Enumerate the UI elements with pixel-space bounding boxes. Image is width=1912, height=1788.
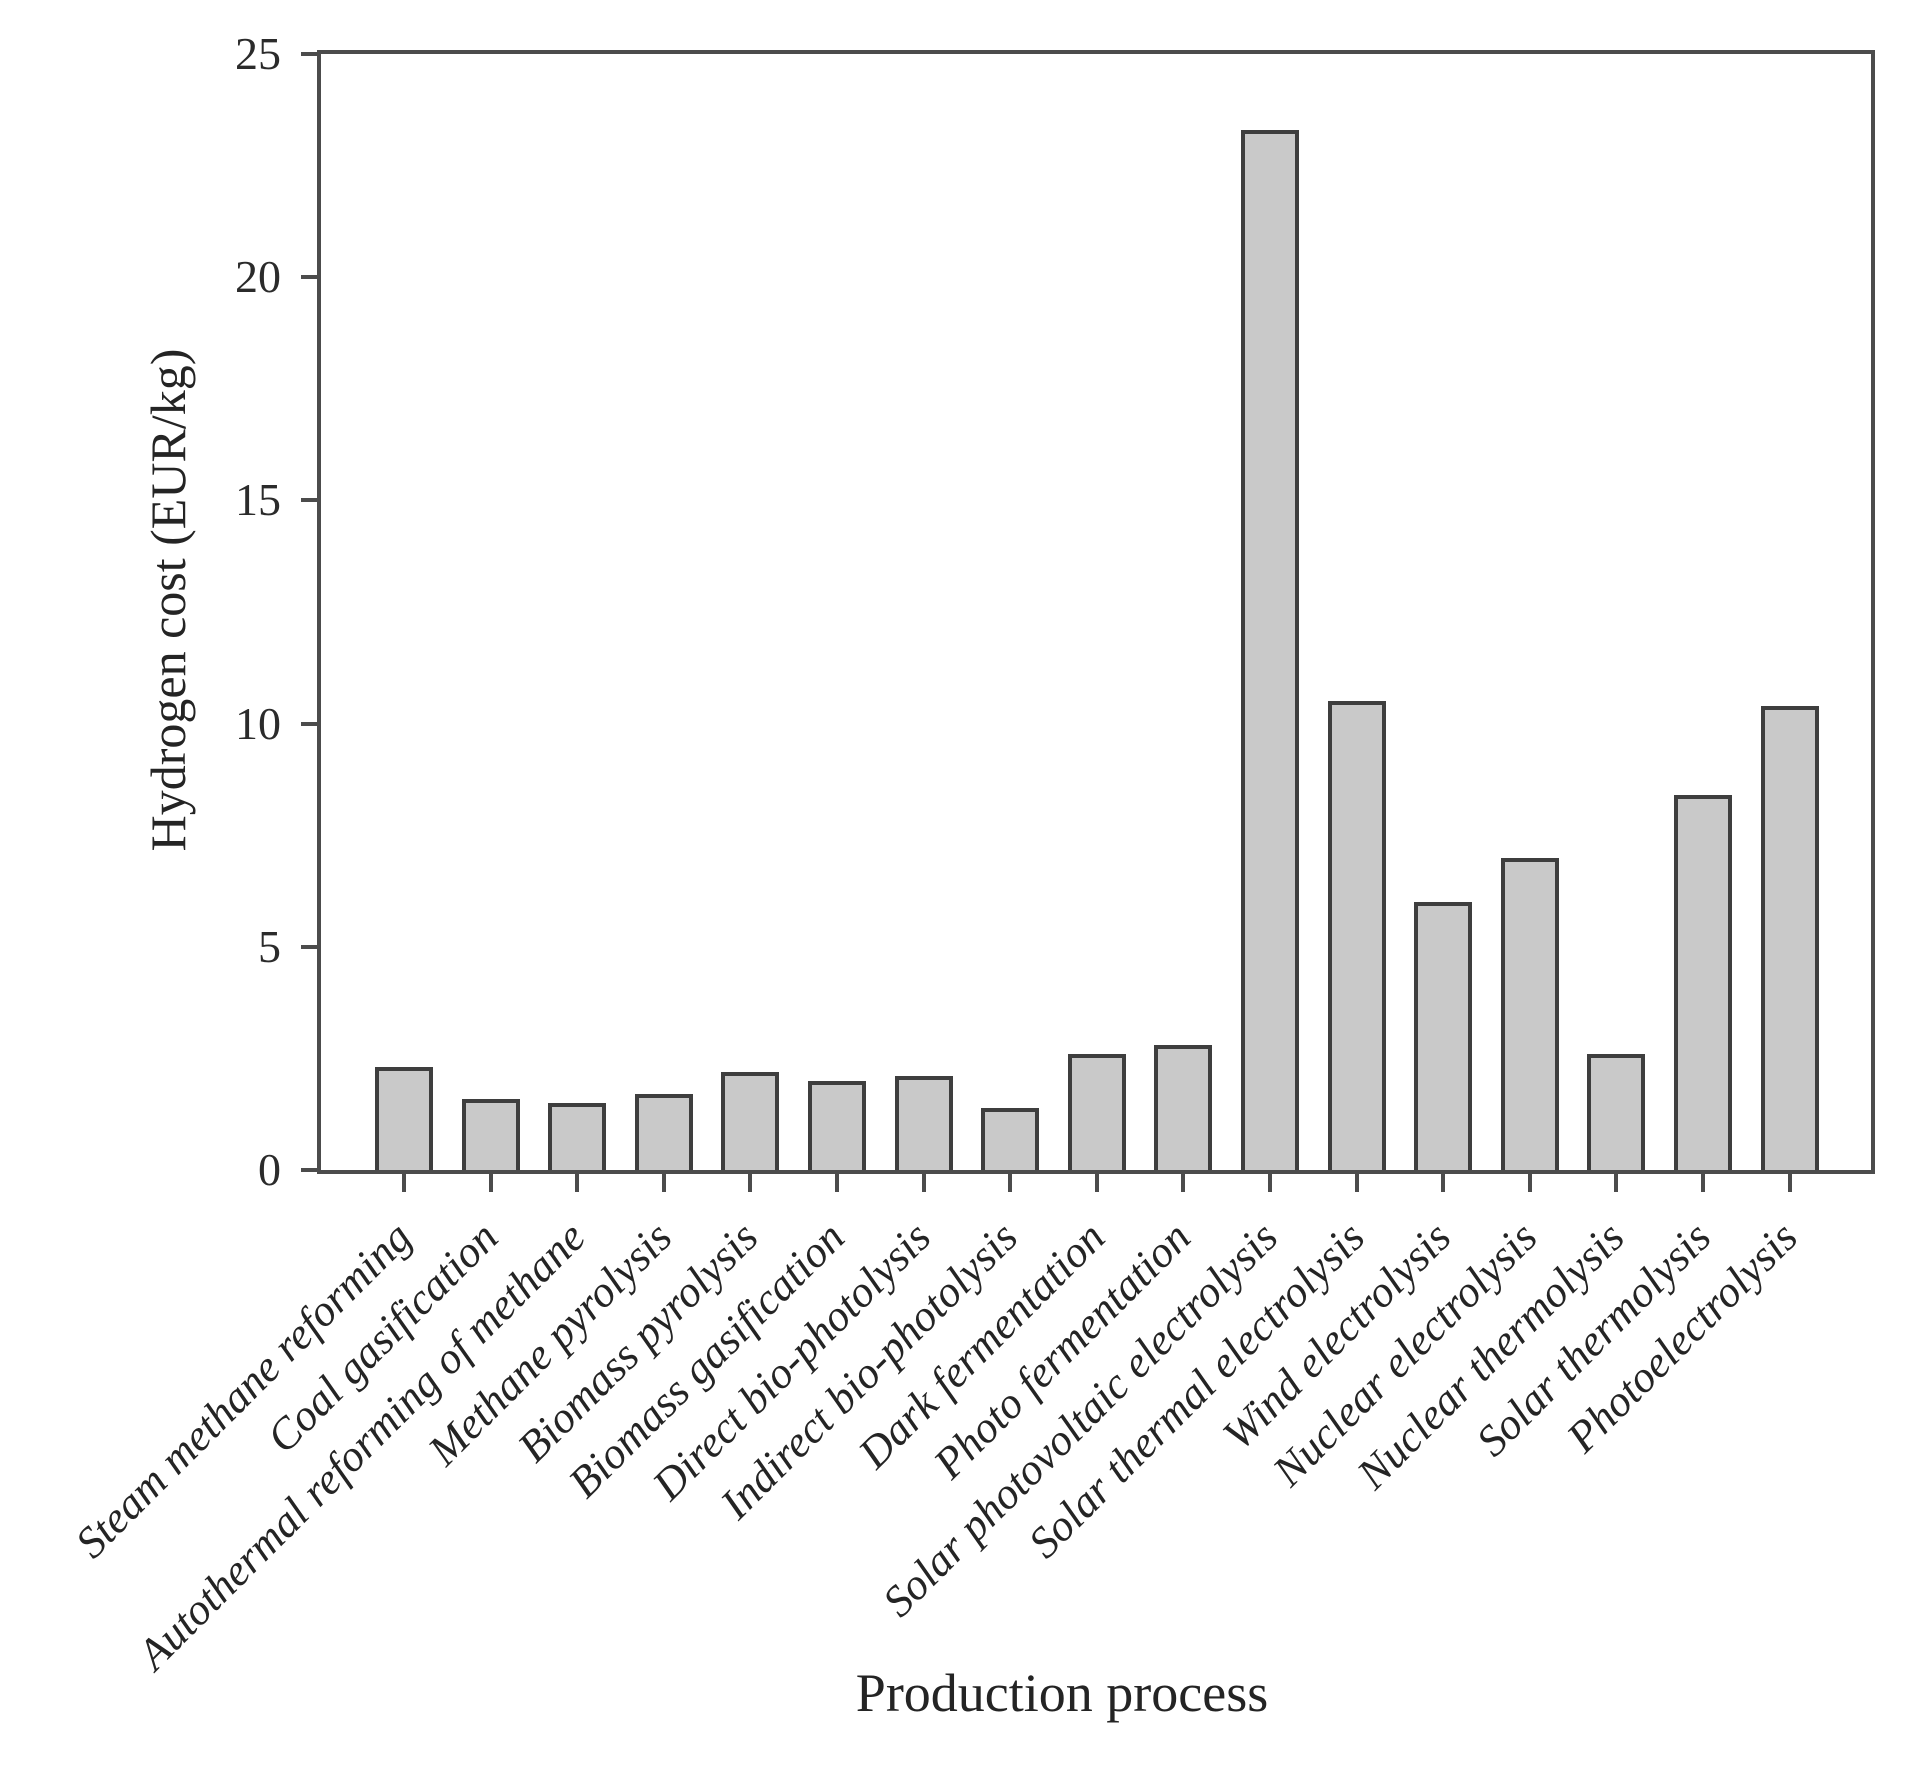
bar <box>1241 130 1299 1170</box>
x-tick <box>1441 1174 1446 1192</box>
x-tick <box>921 1174 926 1192</box>
bar <box>1760 706 1819 1170</box>
bar <box>808 1081 866 1170</box>
x-tick <box>1527 1174 1532 1192</box>
x-tick-label-text: Steam methane reforming <box>66 1212 421 1568</box>
y-tick <box>301 1168 317 1172</box>
x-tick <box>488 1174 493 1192</box>
bar <box>894 1076 953 1170</box>
y-tick-label: 25 <box>235 28 281 79</box>
bar <box>1067 1054 1126 1170</box>
x-tick <box>1181 1174 1186 1192</box>
x-tick <box>835 1174 839 1192</box>
bar <box>1587 1054 1646 1170</box>
bar <box>1500 858 1559 1170</box>
bar <box>981 1108 1040 1170</box>
y-tick-label: 15 <box>235 474 281 526</box>
x-tick <box>1701 1174 1705 1192</box>
bar <box>461 1099 520 1170</box>
y-tick <box>301 944 317 949</box>
y-tick-label: 5 <box>258 920 281 972</box>
y-tick <box>301 52 317 56</box>
y-axis-title: Hydrogen cost (EUR/kg) <box>140 348 196 852</box>
x-tick <box>1008 1174 1013 1192</box>
bar <box>634 1094 693 1170</box>
bar <box>1674 795 1732 1170</box>
x-tick <box>1268 1174 1272 1192</box>
bar <box>721 1072 780 1170</box>
y-tick-label: 20 <box>235 251 281 303</box>
y-tick-label: 10 <box>235 697 281 749</box>
bar <box>1414 902 1473 1170</box>
y-tick-label: 0 <box>258 1144 281 1195</box>
y-tick <box>301 498 317 503</box>
x-tick <box>575 1174 580 1192</box>
bar <box>375 1067 433 1170</box>
x-tick <box>748 1174 753 1192</box>
bar <box>1327 701 1386 1170</box>
plot-area: 0 5 10 15 20 25 Steam methane reforming Coal ga… <box>66 28 1875 1679</box>
bar <box>1154 1045 1213 1170</box>
x-tick <box>402 1174 406 1192</box>
x-tick <box>1354 1174 1359 1192</box>
bar <box>548 1103 607 1170</box>
x-tick <box>1094 1174 1099 1192</box>
x-tick <box>661 1174 666 1192</box>
x-tick <box>1614 1174 1619 1192</box>
y-tick <box>301 721 317 726</box>
x-axis-title: Production process <box>855 1663 1269 1723</box>
x-tick <box>1787 1174 1792 1192</box>
y-tick <box>301 275 317 280</box>
